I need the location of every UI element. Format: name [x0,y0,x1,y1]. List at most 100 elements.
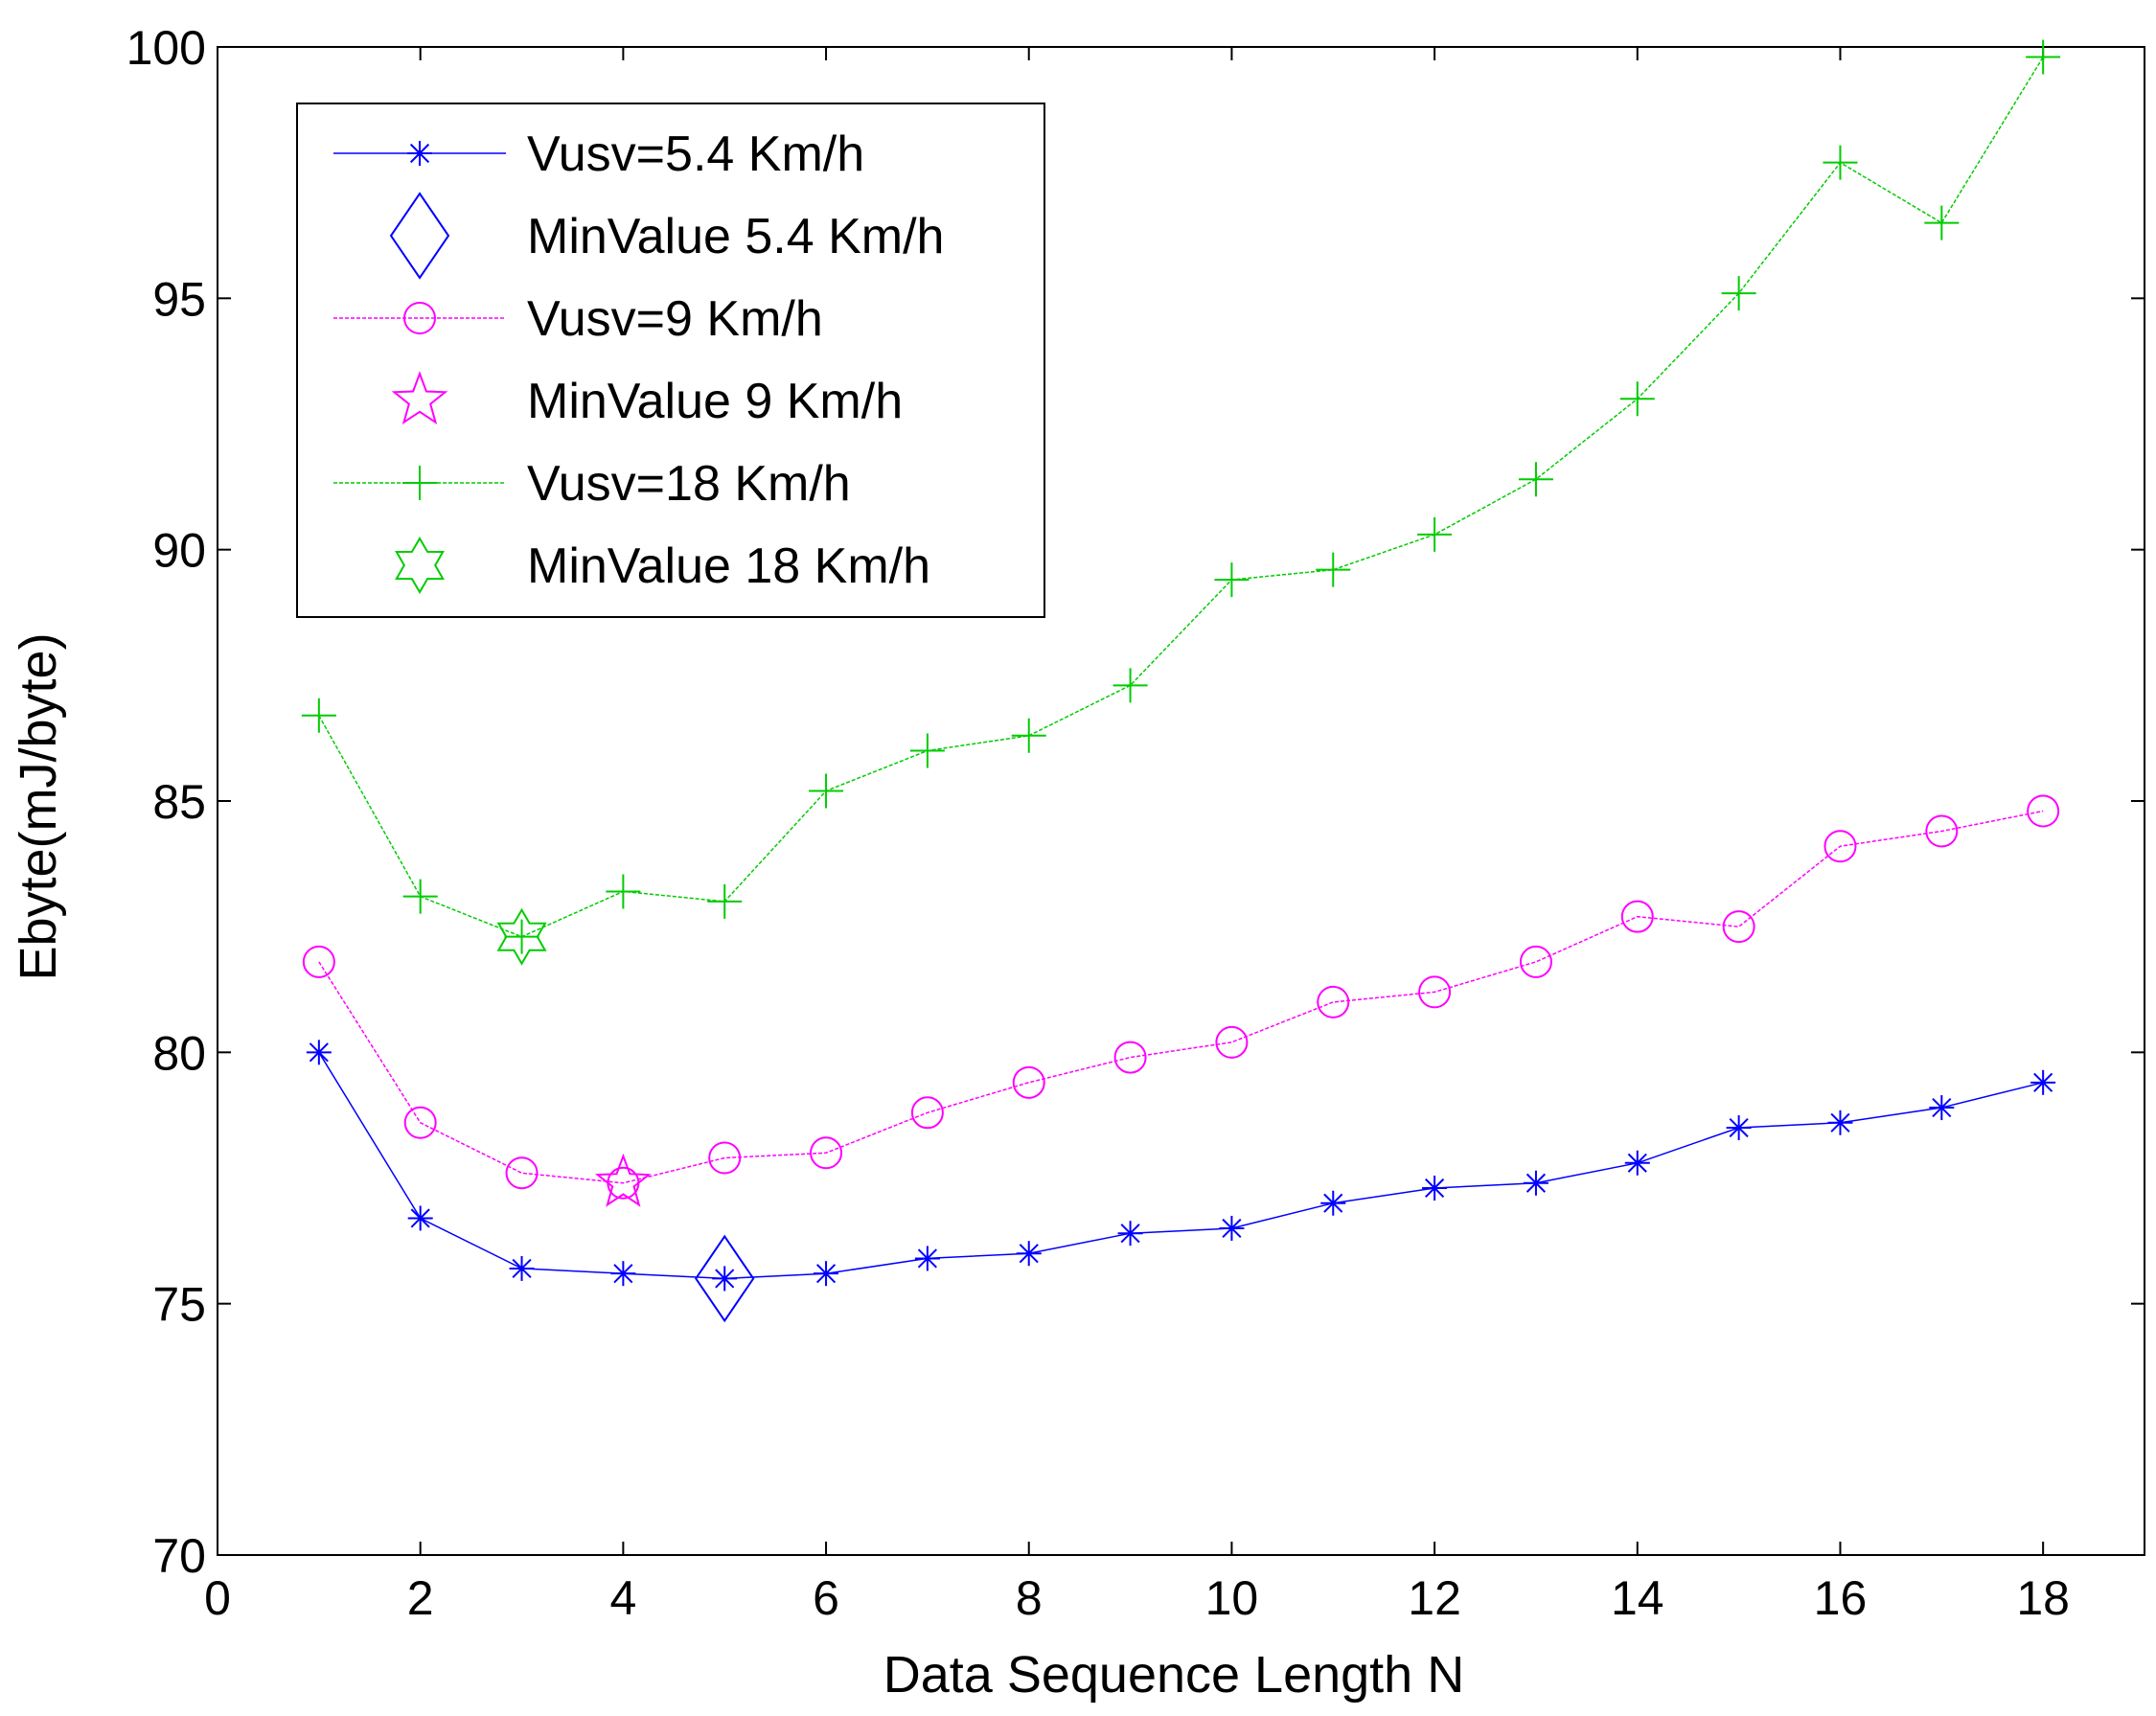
data-point [1932,1097,1952,1118]
x-tick-label: 0 [204,1571,231,1625]
x-axis-title: Data Sequence Length N [883,1646,1464,1704]
legend-label: Vusv=5.4 Km/h [527,126,864,182]
data-point [1418,975,1452,1009]
data-point [1214,562,1250,598]
series-0 [306,1040,2056,1292]
data-point [910,1096,944,1130]
data-point [1525,1173,1547,1193]
data-point [917,1248,937,1269]
min-value-marker [594,1153,652,1207]
data-point [302,945,335,978]
axis-tick-labels: 0 2 4 6 8 10 12 14 16 18 70 75 80 85 90 95 100 [126,21,2070,1625]
x-tick-label: 18 [2016,1571,2070,1625]
legend-marker [389,192,450,280]
y-tick-label: 85 [152,775,206,829]
x-tick-label: 2 [407,1571,434,1625]
legend-box [296,103,1045,618]
legend-marker [409,143,430,164]
legend-label: Vusv=9 Km/h [527,291,823,347]
x-tick-label: 6 [813,1571,839,1625]
data-point [1721,276,1756,311]
data-point [1830,1112,1850,1133]
data-point [1011,718,1046,753]
x-tick-label: 14 [1611,1571,1664,1625]
data-point [1113,1041,1147,1074]
data-point [1620,900,1654,933]
data-point [613,1264,633,1284]
y-tick-label: 95 [152,272,206,326]
legend-marker [395,537,445,594]
y-tick-label: 90 [152,524,206,578]
y-tick-label: 75 [152,1278,206,1332]
data-point [606,874,641,909]
data-point [301,698,336,733]
data-point [810,1136,843,1170]
data-point [2027,794,2060,828]
data-point [1519,945,1552,978]
data-point [505,1156,539,1190]
legend-label: Vusv=18 Km/h [527,456,851,512]
data-point [1012,1065,1045,1099]
data-point [1627,1153,1647,1173]
legend-label: MinValue 5.4 Km/h [527,209,944,264]
y-tick-label: 100 [126,21,206,75]
x-tick-label: 16 [1814,1571,1868,1625]
data-point [410,1208,430,1228]
data-point [809,773,844,809]
data-point [815,1264,837,1284]
series-5 [496,907,547,966]
data-point [1722,910,1755,944]
data-point [1019,1244,1039,1264]
min-value-marker [496,907,547,966]
data-point [512,1258,532,1279]
data-point [504,919,539,954]
series-1 [695,1234,755,1323]
legend-label: MinValue 18 Km/h [527,538,930,594]
series-layer [301,39,2061,1323]
data-point [1222,1218,1242,1239]
data-point [1317,985,1350,1018]
min-value-marker [695,1234,755,1323]
data-point [715,1269,735,1289]
legend-label: MinValue 9 Km/h [527,374,903,429]
y-tick-label: 70 [152,1529,206,1583]
data-point [1729,1117,1749,1138]
axis-ticks [217,46,2145,1556]
x-tick-label: 4 [609,1571,636,1625]
data-point [1120,1224,1140,1244]
legend-marker [391,371,448,425]
data-point [403,1106,437,1139]
data-point [1518,462,1553,497]
series-line [318,57,2044,938]
data-point [309,1042,329,1063]
data-point [1925,814,1959,848]
legend-marker [402,466,437,500]
data-point [1823,145,1858,180]
data-point [2033,1072,2053,1092]
x-tick-label: 8 [1016,1571,1043,1625]
data-point [402,879,438,914]
data-point [1215,1025,1249,1059]
data-point [1417,516,1453,552]
x-tick-label: 10 [1205,1571,1259,1625]
y-tick-label: 80 [152,1026,206,1080]
data-point [1823,830,1857,863]
data-point [1924,205,1960,240]
data-point [1316,552,1351,587]
data-point [1619,381,1655,417]
data-point [1425,1178,1445,1199]
legend-marker [403,302,436,334]
data-point [2026,39,2061,75]
data-point [909,733,945,768]
series-line [318,1051,2044,1280]
series-4 [301,39,2061,954]
data-point [707,883,743,919]
data-point [1112,668,1148,703]
series-3 [594,1153,652,1207]
legend: Vusv=5.4 Km/h MinValue 5.4 Km/h Vusv=9 Km/… [296,103,1045,618]
y-axis-title: Ebyte(mJ/byte) [10,632,67,980]
x-tick-label: 12 [1408,1571,1461,1625]
data-point [708,1141,742,1175]
data-point [1323,1193,1343,1213]
